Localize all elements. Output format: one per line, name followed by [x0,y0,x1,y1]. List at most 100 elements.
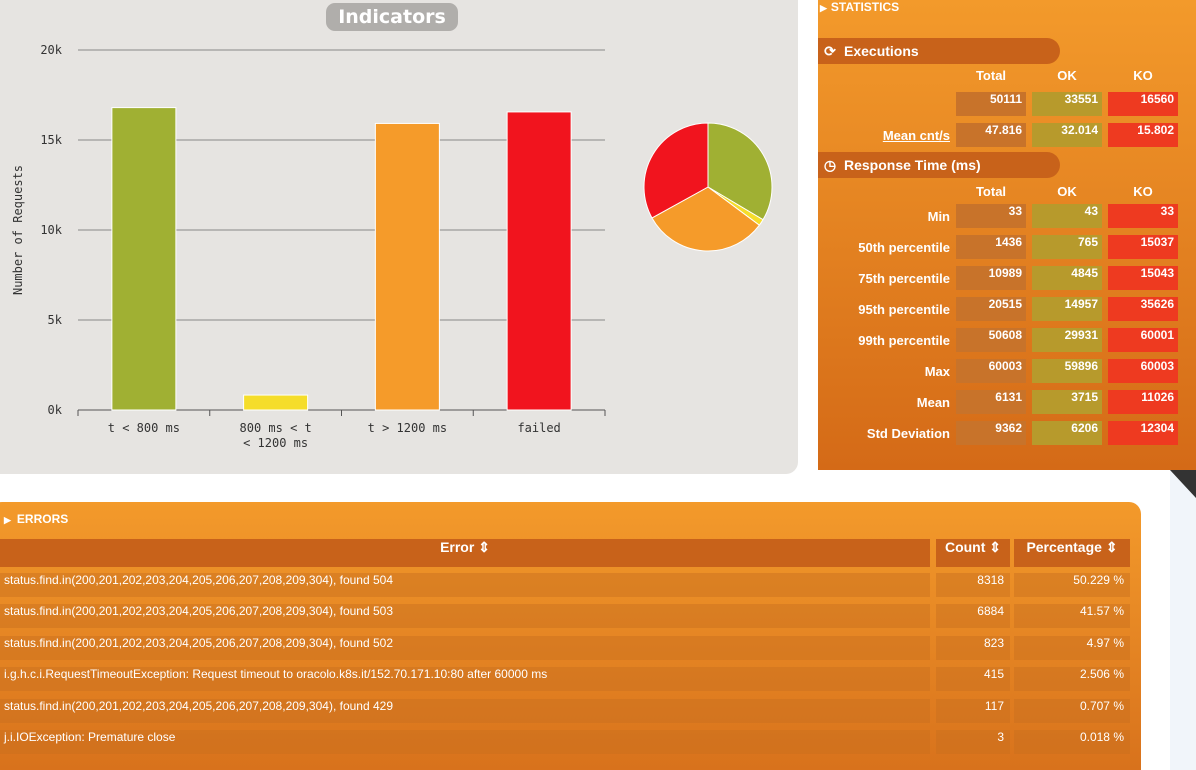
expand-triangle-icon: ▶ [4,515,11,525]
rt-row-label: Mean [916,395,950,410]
rt-row-label: 50th percentile [858,240,950,255]
sort-icon: ⇕ [1105,539,1118,555]
rt-ko-cell: 35626 [1108,297,1178,321]
rt-total-cell: 9362 [956,421,1026,445]
response-time-section: ◷ Response Time (ms) [818,152,1060,178]
exec-col-total: Total [975,68,1007,83]
error-percentage-cell: 0.018 % [1014,730,1130,754]
rt-total-cell: 60003 [956,359,1026,383]
error-count-cell: 6884 [936,604,1010,628]
indicators-chart: 0k 5k 10k 15k 20k Number of Requests t < 800 m… [11,43,773,450]
error-row: status.find.in(200,201,202,203,204,205,2… [0,699,1196,723]
rt-row-label: 95th percentile [858,302,950,317]
indicators-title: Indicators [326,3,458,31]
error-row: status.find.in(200,201,202,203,204,205,2… [0,604,1196,628]
exec-ok-count: 33551 [1032,92,1102,116]
percentage-column-label: Percentage [1026,539,1102,555]
rt-row-label: 99th percentile [858,333,950,348]
expand-triangle-icon: ▶ [820,3,827,13]
rt-ko-cell: 33 [1108,204,1178,228]
rt-ok-cell: 4845 [1032,266,1102,290]
error-count-cell: 8318 [936,573,1010,597]
x-tick-label: failed [517,421,560,435]
response-time-label: Response Time (ms) [844,157,981,173]
exec-ko-count: 16560 [1108,92,1178,116]
y-tick-label: 5k [48,313,63,327]
error-row: status.find.in(200,201,202,203,204,205,2… [0,636,1196,660]
rt-ko-cell: 15037 [1108,235,1178,259]
rt-ok-cell: 43 [1032,204,1102,228]
rt-total-cell: 6131 [956,390,1026,414]
error-error-cell: status.find.in(200,201,202,203,204,205,2… [0,573,930,597]
error-percentage-cell: 50.229 % [1014,573,1130,597]
y-axis-label: Number of Requests [11,165,25,295]
errors-header[interactable]: ▶ ERRORS [2,512,68,526]
count-column-header[interactable]: Count ⇕ [936,539,1010,567]
error-count-cell: 117 [936,699,1010,723]
pie-slice [651,186,761,252]
mean-cnt-total: 47.816 [956,123,1026,147]
error-percentage-cell: 2.506 % [1014,667,1130,691]
executions-section: ⟳ Executions [818,38,1060,64]
sort-icon: ⇕ [989,539,1002,555]
y-tick-label: 15k [40,133,62,147]
bar [506,111,572,411]
exec-total-count: 50111 [956,92,1026,116]
rt-ok-cell: 14957 [1032,297,1102,321]
error-error-cell: i.g.h.c.i.RequestTimeoutException: Reque… [0,667,930,691]
y-tick-label: 0k [48,403,63,417]
error-count-cell: 3 [936,730,1010,754]
scrollbar[interactable] [1170,470,1196,770]
y-tick-label: 20k [40,43,62,57]
rt-col-ko: KO [1133,184,1153,199]
mean-cnt-label: Mean cnt/s [882,128,950,143]
bar [243,394,309,411]
rt-row-label: Max [924,364,950,379]
rt-ko-cell: 60003 [1108,359,1178,383]
error-column-header[interactable]: Error ⇕ [0,539,930,567]
rt-col-ok: OK [1057,184,1077,199]
error-percentage-cell: 41.57 % [1014,604,1130,628]
scroll-corner [1170,470,1196,498]
error-count-cell: 415 [936,667,1010,691]
error-row: status.find.in(200,201,202,203,204,205,2… [0,573,1196,597]
rt-ko-cell: 11026 [1108,390,1178,414]
error-row: i.g.h.c.i.RequestTimeoutException: Reque… [0,667,1196,691]
rt-ok-cell: 765 [1032,235,1102,259]
exec-col-ok: OK [1057,68,1077,83]
rt-ok-cell: 29931 [1032,328,1102,352]
rt-total-cell: 50608 [956,328,1026,352]
error-error-cell: status.find.in(200,201,202,203,204,205,2… [0,636,930,660]
x-tick-label: t > 1200 ms [368,421,447,435]
bar [374,122,440,411]
count-column-label: Count [944,539,986,555]
rt-ok-cell: 59896 [1032,359,1102,383]
statistics-header-label: STATISTICS [830,0,900,14]
refresh-icon: ⟳ [824,43,836,59]
statistics-panel: ▶ STATISTICS ⟳ Executions Total OK KO 5011… [818,0,1196,470]
errors-header-label: ERRORS [16,512,69,526]
error-error-cell: status.find.in(200,201,202,203,204,205,2… [0,604,930,628]
x-tick-label: t < 800 ms [108,421,180,435]
bar [111,107,177,411]
error-percentage-cell: 0.707 % [1014,699,1130,723]
rt-total-cell: 10989 [956,266,1026,290]
rt-ok-cell: 6206 [1032,421,1102,445]
pie-slice [643,122,709,219]
rt-total-cell: 33 [956,204,1026,228]
pie-slice [707,122,773,221]
rt-row-label: 75th percentile [858,271,950,286]
mean-cnt-ko: 15.802 [1108,123,1178,147]
rt-row-label: Min [927,209,950,224]
clock-icon: ◷ [823,157,837,173]
executions-label: Executions [844,43,919,59]
statistics-header[interactable]: ▶ STATISTICS [818,0,1196,14]
error-error-cell: status.find.in(200,201,202,203,204,205,2… [0,699,930,723]
rt-total-cell: 20515 [956,297,1026,321]
rt-ko-cell: 60001 [1108,328,1178,352]
rt-ko-cell: 12304 [1108,421,1178,445]
percentage-column-header[interactable]: Percentage ⇕ [1014,539,1130,567]
rt-ko-cell: 15043 [1108,266,1178,290]
rt-ok-cell: 3715 [1032,390,1102,414]
error-error-cell: j.i.IOException: Premature close [0,730,930,754]
